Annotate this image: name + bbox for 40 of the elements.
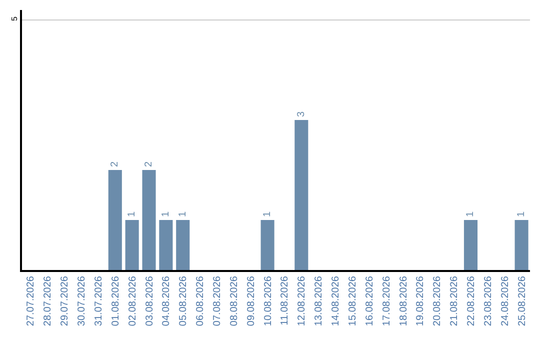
- x-tick-label: 17.08.2026: [381, 276, 392, 326]
- data-label: 1: [465, 211, 476, 217]
- x-tick-label: 31.07.2026: [93, 276, 104, 326]
- x-tick-label: 25.08.2026: [516, 276, 528, 326]
- x-tick-label: 05.08.2026: [178, 276, 190, 326]
- x-tick-label: 29.07.2026: [60, 276, 71, 326]
- data-label: 2: [110, 161, 121, 167]
- x-tick-label: 28.07.2026: [42, 276, 54, 326]
- x-tick-label: 21.08.2026: [449, 276, 460, 326]
- x-tick-label: 03.08.2026: [144, 276, 156, 326]
- data-label: 1: [516, 211, 528, 217]
- x-tick-label: 18.08.2026: [398, 276, 410, 326]
- x-tick-label: 16.08.2026: [364, 276, 376, 326]
- x-tick-label: 04.08.2026: [161, 276, 172, 326]
- x-tick-label: 11.08.2026: [280, 276, 291, 326]
- x-tick-label: 23.08.2026: [482, 276, 494, 326]
- data-label: 1: [177, 211, 188, 217]
- x-tick-label: 19.08.2026: [415, 276, 426, 326]
- x-tick-label: 27.07.2026: [26, 276, 37, 326]
- data-label: 1: [262, 211, 274, 217]
- x-tick-label: 24.08.2026: [500, 276, 511, 326]
- data-label: 3: [296, 111, 307, 117]
- x-tick-label: 02.08.2026: [127, 276, 138, 326]
- x-tick-label: 07.08.2026: [212, 276, 223, 326]
- x-tick-label: 09.08.2026: [246, 276, 257, 326]
- x-tick-label: 13.08.2026: [314, 276, 325, 326]
- x-tick-label: 08.08.2026: [228, 276, 240, 326]
- data-label: 1: [126, 211, 138, 217]
- x-tick-label: 14.08.2026: [330, 276, 342, 326]
- x-tick-label: 06.08.2026: [195, 276, 206, 326]
- data-label: 2: [144, 161, 154, 167]
- x-tick-label: 12.08.2026: [296, 276, 308, 326]
- x-tick-label: 15.08.2026: [347, 276, 358, 326]
- y-tick-label: 5: [10, 16, 19, 22]
- data-label: 1: [160, 211, 172, 217]
- x-tick-label: 20.08.2026: [432, 276, 444, 326]
- x-tick-label: 10.08.2026: [262, 276, 274, 326]
- x-tick-label: 22.08.2026: [466, 276, 477, 326]
- x-tick-label: 30.07.2026: [76, 276, 88, 326]
- x-tick-label: 01.08.2026: [110, 276, 122, 326]
